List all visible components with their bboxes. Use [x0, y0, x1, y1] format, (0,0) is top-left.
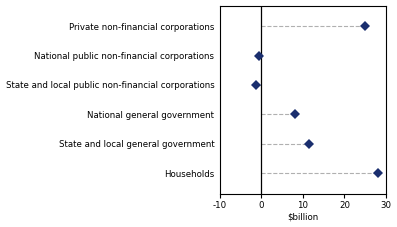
- X-axis label: $billion: $billion: [287, 212, 318, 222]
